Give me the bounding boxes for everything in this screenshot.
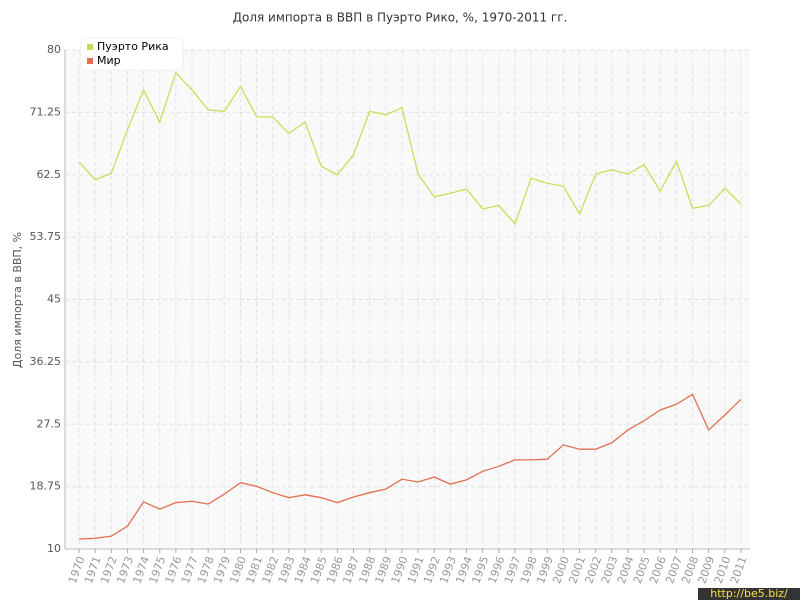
y-tick-label: 62.5 xyxy=(37,168,62,181)
watermark: http://be5.biz/ xyxy=(710,587,788,600)
series-line xyxy=(78,393,742,540)
watermark-bg xyxy=(698,588,800,600)
legend-label: Мир xyxy=(97,54,121,67)
legend-box xyxy=(80,37,184,71)
y-tick-label: 45 xyxy=(47,293,61,306)
series-line xyxy=(78,71,742,226)
y-tick-label: 10 xyxy=(47,542,61,555)
legend-swatch xyxy=(87,58,93,64)
y-tick-label: 18.75 xyxy=(30,480,62,493)
legend-label: Пуэрто Рика xyxy=(97,40,169,53)
y-tick-label: 80 xyxy=(47,43,61,56)
y-tick-label: 36.25 xyxy=(30,355,62,368)
y-tick-label: 27.5 xyxy=(37,417,62,430)
legend-swatch xyxy=(87,44,93,50)
chart-title: Доля импорта в ВВП в Пуэрто Рико, %, 197… xyxy=(233,11,568,25)
y-tick-label: 71.25 xyxy=(30,105,62,118)
y-tick-label: 53.75 xyxy=(30,230,62,243)
y-axis-label: Доля импорта в ВВП, % xyxy=(11,232,24,368)
